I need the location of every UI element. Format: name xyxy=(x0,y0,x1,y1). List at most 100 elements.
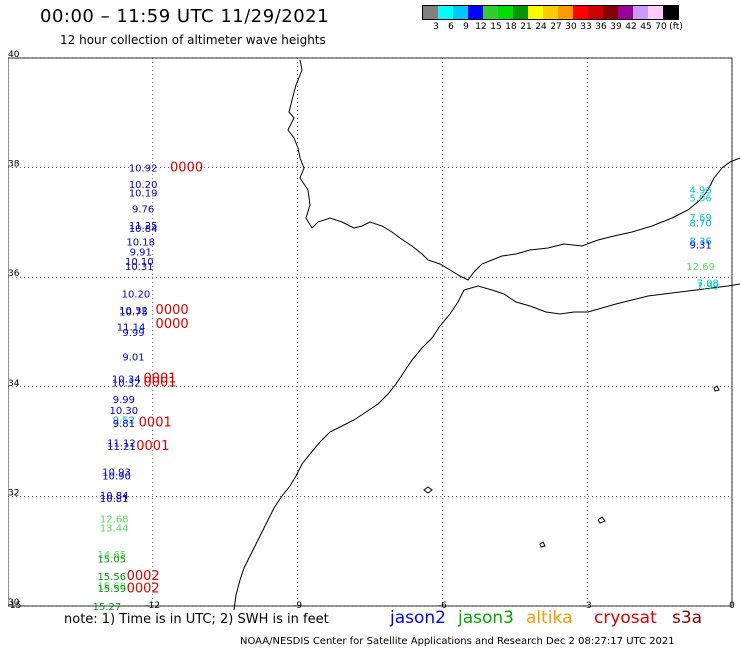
wave-height-map: -15 -12 -9 -6 -3 0 30 32 34 36 38 40 10.92 0000 10.20… xyxy=(8,50,740,610)
legend-swatch-16 xyxy=(663,6,678,19)
legend-tick-label: 45 xyxy=(640,22,652,32)
legend-swatch-8 xyxy=(543,6,558,19)
lon-tick-label: -6 xyxy=(438,601,447,610)
wave-height-label: 7.08 xyxy=(697,279,719,290)
wave-height-label: 15.27 xyxy=(93,602,122,610)
wave-height-label: 14.65 xyxy=(97,550,126,561)
wave-height-label: 4.96 xyxy=(689,186,711,197)
wave-height-label: 9.91 xyxy=(130,247,152,258)
wave-height-label: 10.30 xyxy=(110,406,139,417)
wave-height-label: 10.19 xyxy=(129,188,158,199)
wave-height-label: 7.69 xyxy=(689,213,711,224)
wave-height-label: 10.84 xyxy=(100,491,129,502)
legend-tick-label: 15 xyxy=(490,22,502,32)
lon-tick-label: -15 xyxy=(8,601,21,610)
wave-height-label: 9.01 xyxy=(122,353,144,364)
legend-swatch-10 xyxy=(573,6,588,19)
island-1 xyxy=(423,486,433,494)
wave-height-label: 11.12 xyxy=(107,439,136,450)
legend-swatch-3 xyxy=(468,6,483,19)
legend-swatches xyxy=(422,5,679,20)
wave-height-label: 15.56 xyxy=(97,572,126,583)
wave-height-label: 15.05 xyxy=(97,554,126,565)
observation-time-code: 0001 xyxy=(143,375,176,390)
legend-tick-label: 21 xyxy=(520,22,532,32)
legend-tick-label: 27 xyxy=(550,22,562,32)
wave-height-label: 12.69 xyxy=(686,262,715,273)
legend-tick-label: 3 xyxy=(433,22,439,32)
legend-tick-label: 39 xyxy=(610,22,622,32)
legend-tick-label: 9 xyxy=(463,22,469,32)
legend-swatch-1 xyxy=(438,6,453,19)
observation-labels: 10.92 000010.2010.199.7611.2510.8410.189.… xyxy=(93,161,719,610)
wave-height-label: 10.10 xyxy=(125,257,154,268)
legend-tick-label: 33 xyxy=(580,22,592,32)
wave-height-label: 13.44 xyxy=(100,524,129,535)
satellite-jason3: jason3 xyxy=(458,608,514,628)
island-4 xyxy=(713,385,720,392)
legend-ticks: 3 6 9 12 15 18 21 24 27 30 33 36 39 42 45 70 (ft) xyxy=(422,20,683,34)
wave-height-label: 10.20 xyxy=(122,290,151,301)
legend-swatch-4 xyxy=(483,6,498,19)
legend-tick-label: 6 xyxy=(448,22,454,32)
axis-tick-labels: -15 -12 -9 -6 -3 0 30 32 34 36 38 40 xyxy=(8,50,735,610)
lat-tick-label: 38 xyxy=(8,160,20,170)
legend-tick-label: 42 xyxy=(625,22,637,32)
legend-tick-label: 30 xyxy=(565,22,577,32)
color-legend: 3 6 9 12 15 18 21 24 27 30 33 36 39 42 45 70 (ft) xyxy=(422,5,683,34)
legend-swatch-11 xyxy=(588,6,603,19)
wave-height-label: 11.21 xyxy=(107,442,136,453)
africa-coastline xyxy=(233,289,465,610)
wave-height-label: 5.06 xyxy=(689,194,711,205)
legend-swatch-14 xyxy=(633,6,648,19)
legend-swatch-5 xyxy=(498,6,513,19)
wave-height-label: 10.32 xyxy=(119,306,148,317)
wave-height-label: 10.93 xyxy=(102,468,131,479)
wave-height-label: 10.31 xyxy=(125,262,154,273)
wave-height-label: 15.68 xyxy=(97,582,126,593)
wave-height-label: 10.90 xyxy=(102,472,131,483)
legend-swatch-2 xyxy=(453,6,468,19)
observation-time-code: 0001 xyxy=(143,372,176,387)
wave-height-label: 7.99 xyxy=(697,281,719,292)
wave-height-label: 9.99 xyxy=(122,328,144,339)
lat-tick-label: 32 xyxy=(8,488,19,498)
mediterranean-south-coastline xyxy=(463,283,740,315)
lon-tick-label: 0 xyxy=(729,601,735,610)
legend-swatch-9 xyxy=(558,6,573,19)
page-subtitle: 12 hour collection of altimeter wave hei… xyxy=(60,33,326,47)
observation-time-code: 0000 xyxy=(156,303,189,318)
satellite-jason2: jason2 xyxy=(390,608,446,628)
observation-time-code: 0000 xyxy=(170,161,203,176)
wave-height-label: 15.59 xyxy=(97,584,126,595)
island-3 xyxy=(539,541,546,548)
wave-height-label: 12.68 xyxy=(100,514,129,525)
legend-swatch-7 xyxy=(528,6,543,19)
legend-swatch-15 xyxy=(648,6,663,19)
wave-height-label: 8.70 xyxy=(689,218,711,229)
legend-swatch-6 xyxy=(513,6,528,19)
iberia-coastline xyxy=(287,59,740,281)
wave-height-label: 9.31 xyxy=(689,240,711,251)
coastline xyxy=(233,59,740,610)
credit-line: NOAA/NESDIS Center for Satellite Applica… xyxy=(240,636,675,647)
wave-height-label: 10.32 xyxy=(112,378,141,389)
lon-tick-label: -12 xyxy=(145,601,160,610)
legend-tick-label: 24 xyxy=(535,22,547,32)
observation-time-code: 0002 xyxy=(127,569,160,584)
legend-tick-label: 70 xyxy=(655,22,667,32)
legend-tick-label: 12 xyxy=(475,22,487,32)
lon-tick-label: -3 xyxy=(583,601,592,610)
map-frame xyxy=(8,57,733,607)
wave-height-label: 10.34 xyxy=(112,375,141,386)
wave-height-label: 10.75 xyxy=(119,308,148,319)
lat-tick-label: 40 xyxy=(8,50,20,60)
satellite-cryosat: cryosat xyxy=(594,608,657,628)
legend-swatch-12 xyxy=(603,6,618,19)
observation-time-code: 0001 xyxy=(139,415,172,430)
lon-tick-label: -9 xyxy=(293,601,302,610)
wave-height-label: 10.20 xyxy=(129,180,158,191)
wave-height-label: 10.81 xyxy=(100,494,129,505)
wave-height-label: 9.81 xyxy=(113,419,135,430)
island-2 xyxy=(597,516,606,524)
